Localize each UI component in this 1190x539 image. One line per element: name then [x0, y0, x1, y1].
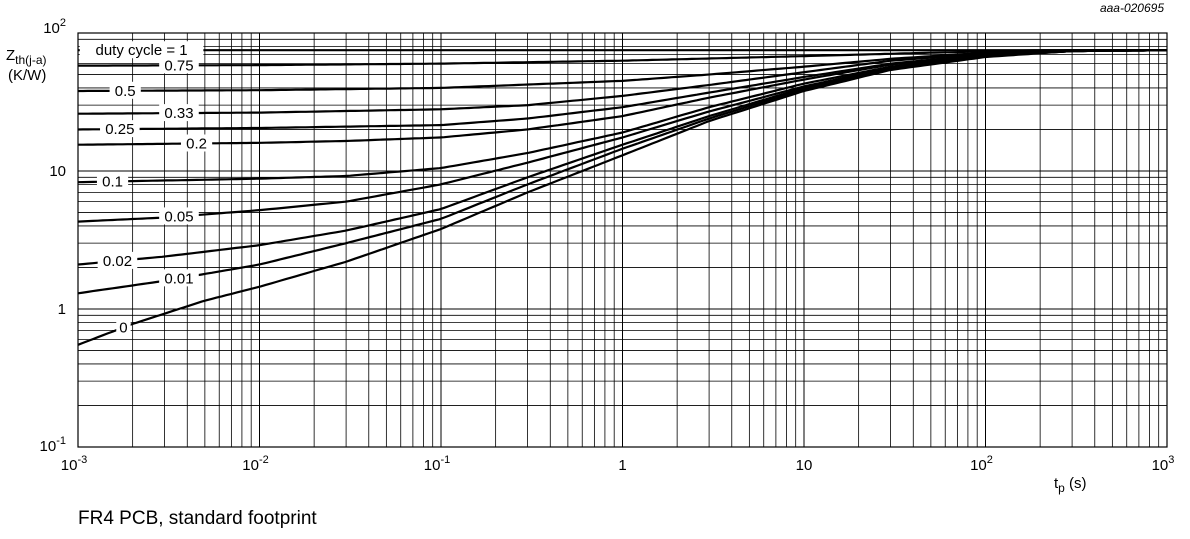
series-label: 0.2 — [186, 135, 207, 152]
series-label: 0 — [119, 319, 127, 336]
x-tick-label: 103 — [1152, 454, 1175, 474]
y-tick-label: 10 — [49, 163, 66, 180]
x-tick-label: 10-3 — [61, 454, 87, 474]
grid — [77, 32, 1168, 448]
series-line — [78, 49, 1167, 67]
x-axis-label: tp (s) — [1054, 475, 1087, 495]
series-label-bg — [159, 56, 199, 74]
series-label-bg — [159, 104, 199, 122]
series-label-bg — [100, 120, 140, 138]
x-tick-label: 10-1 — [424, 454, 450, 474]
x-tick-label: 10 — [796, 457, 813, 474]
curves — [77, 49, 1168, 346]
series-label: 0.01 — [164, 270, 193, 287]
figure-ref-code: aaa-020695 — [1100, 1, 1164, 15]
series-label-bg — [97, 251, 138, 269]
series-label-bg — [159, 207, 199, 225]
series-label: 0.75 — [164, 57, 193, 74]
tick-labels: 10-3 10-2 10-1 1 10 102 103 10-1 1 10 102 — [40, 17, 1175, 474]
series-line — [77, 49, 1168, 346]
series-label-bg — [96, 172, 129, 190]
x-tick-label: 1 — [618, 457, 626, 474]
plot-frame — [77, 32, 1168, 448]
series-label: duty cycle = 1 — [95, 42, 187, 59]
y-axis-label: Zth(j-a) — [6, 47, 47, 67]
series-label-bg — [79, 41, 204, 59]
series-label: 0.25 — [105, 121, 134, 138]
y-tick-label: 10-1 — [40, 435, 66, 455]
series-label-bg — [109, 81, 141, 99]
thermal-impedance-chart: duty cycle = 10.75 0.5 0.33 0.25 0.2 0.1 0.05 0… — [6, 1, 1175, 495]
series-label: 0.1 — [102, 173, 123, 190]
y-axis-unit: (K/W) — [8, 67, 46, 84]
series-label-bg — [116, 318, 131, 336]
series-label-bg — [180, 134, 213, 152]
series-label-bg — [159, 269, 199, 287]
curve-labels: duty cycle = 10.75 0.5 0.33 0.25 0.2 0.1 0.05 0… — [79, 41, 213, 336]
y-tick-label: 1 — [58, 301, 66, 318]
x-tick-label: 10-2 — [242, 454, 268, 474]
y-tick-label: 102 — [43, 17, 66, 37]
series-label: 0.02 — [103, 253, 132, 270]
x-tick-label: 102 — [970, 454, 993, 474]
series-label: 0.05 — [164, 208, 193, 225]
figure-caption: FR4 PCB, standard footprint — [78, 508, 317, 529]
series-label: 0.5 — [115, 83, 136, 100]
series-label: 0.33 — [164, 105, 193, 122]
axis-labels: Zth(j-a)(K/W) tp (s) aaa-020695 — [6, 1, 1164, 495]
